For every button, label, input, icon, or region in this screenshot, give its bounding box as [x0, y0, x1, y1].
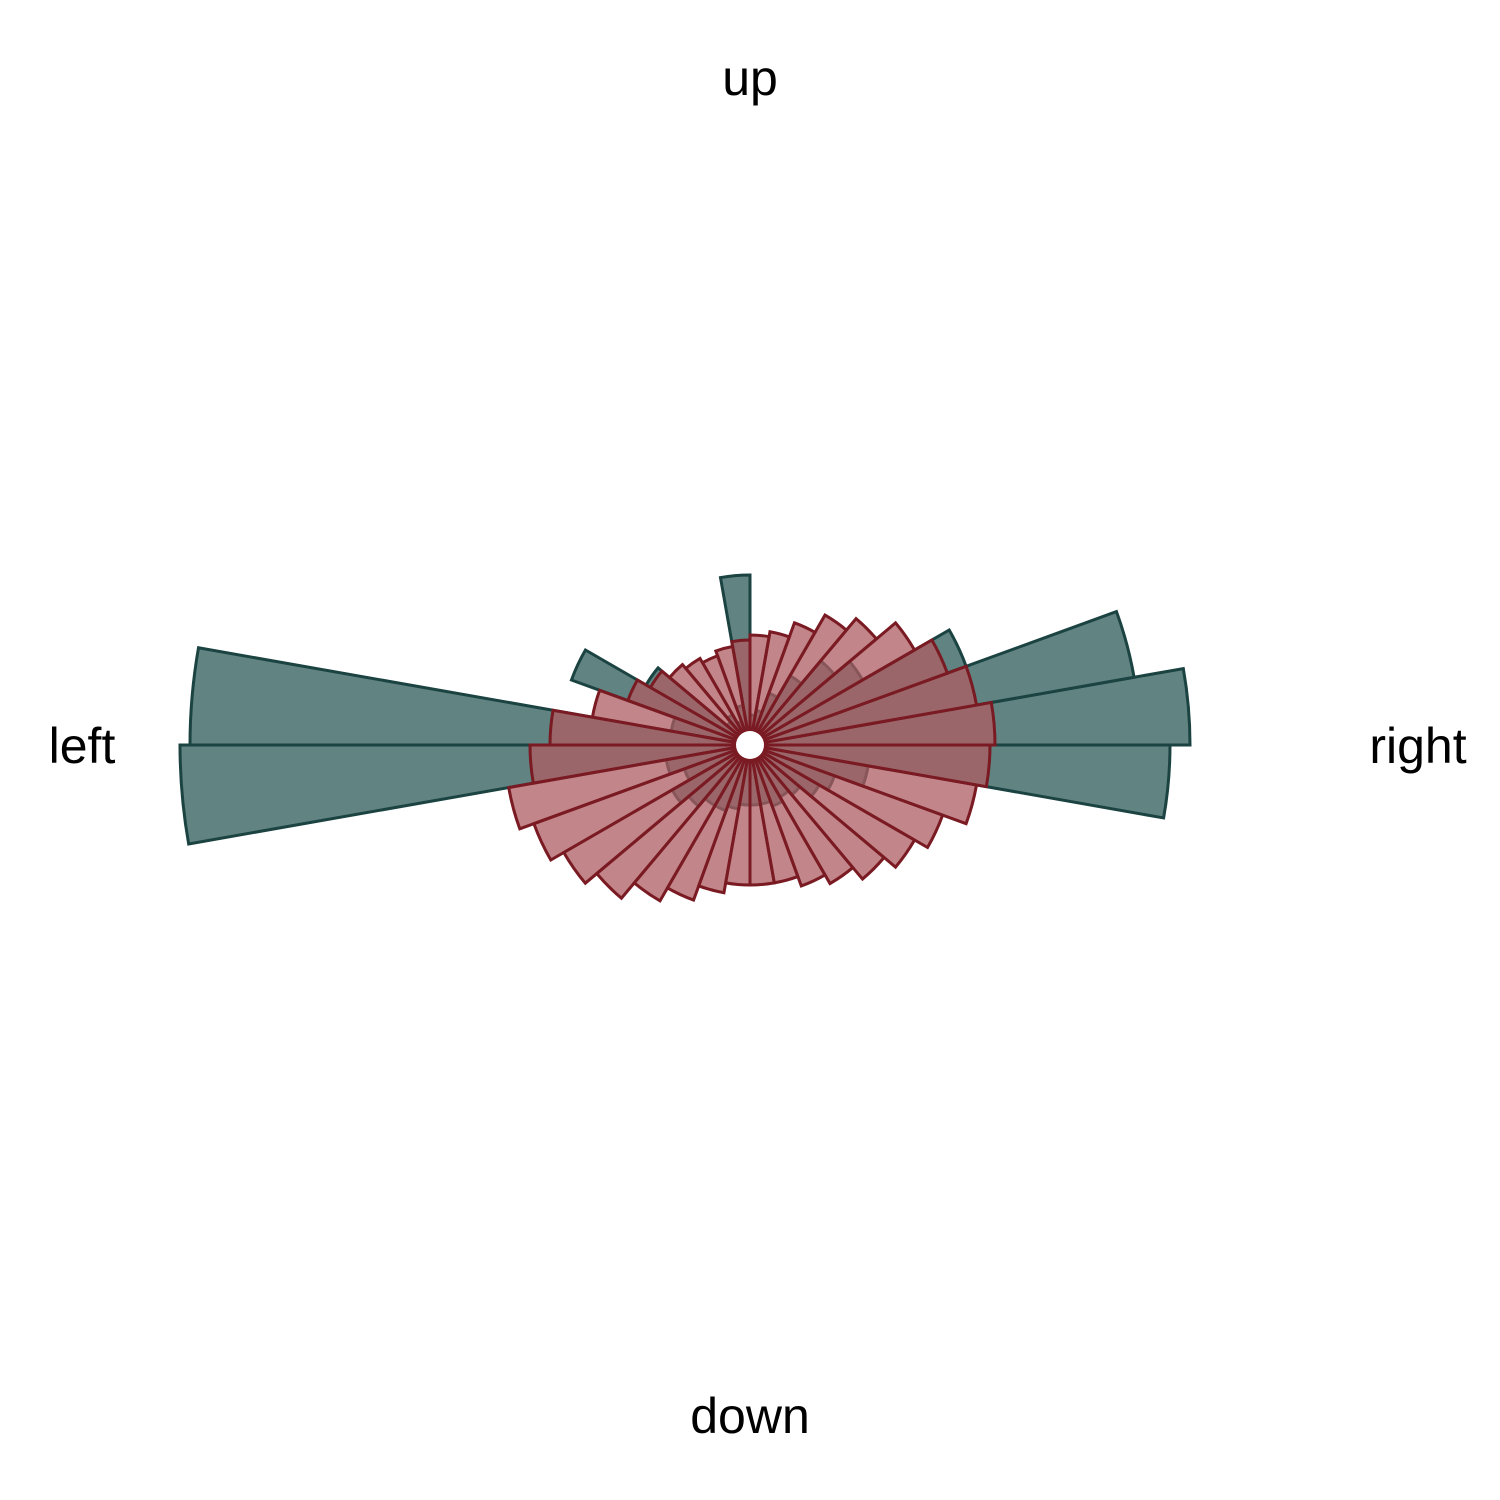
center-hole — [736, 731, 764, 759]
series-b-bar-23 — [632, 744, 752, 903]
label-up: up — [722, 50, 778, 106]
series-b-bar-21 — [561, 743, 751, 886]
series-b-bar-22 — [594, 743, 752, 901]
series-b-bar-2 — [749, 637, 950, 747]
series-b-bar-24 — [665, 744, 752, 902]
label-right: right — [1369, 718, 1466, 774]
label-left: left — [49, 718, 116, 774]
series-b-bar-35 — [749, 743, 992, 789]
series-b-bar-8 — [748, 633, 771, 746]
series-b-bars — [506, 613, 997, 903]
series-b-bar-5 — [748, 613, 849, 746]
series-b-bar-20 — [531, 743, 751, 863]
label-down: down — [690, 1388, 810, 1444]
series-b-bar-7 — [748, 630, 792, 746]
series-b-bar-3 — [749, 620, 917, 747]
series-b-bar-6 — [748, 620, 818, 746]
series-b-bar-4 — [748, 616, 879, 747]
series-b-bar-25 — [696, 744, 752, 895]
